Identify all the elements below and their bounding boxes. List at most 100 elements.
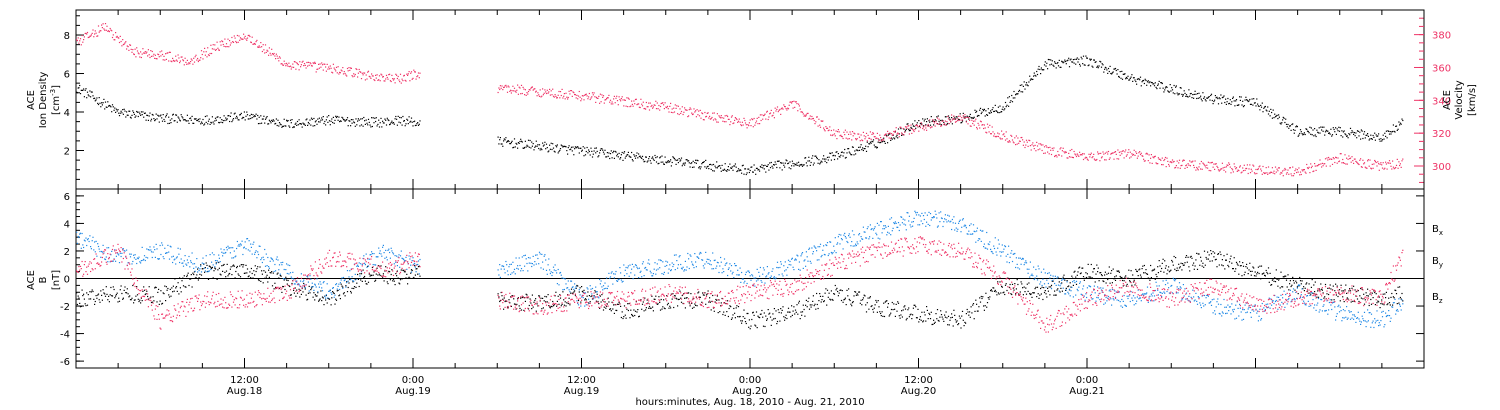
density-point [876,147,878,149]
bx-point [545,301,547,303]
velocity-point [1352,160,1354,162]
velocity-point [951,114,953,116]
bx-point [590,295,592,298]
density-point [1023,81,1025,83]
density-point [882,140,884,142]
bx-point [688,302,690,304]
velocity-point [1254,173,1256,175]
bx-point [963,325,965,327]
bx-point [829,298,831,300]
bx-point [542,307,544,309]
bx-point [945,311,947,313]
velocity-point [92,29,94,31]
bx-point [883,302,885,304]
bx-point [1110,272,1112,274]
density-point [764,164,766,166]
velocity-point [1363,162,1366,164]
velocity-point [241,38,243,40]
velocity-point [762,118,764,120]
velocity-point [618,96,620,98]
bx-point [667,302,669,304]
density-point [1398,121,1400,123]
density-point [691,166,694,168]
bx-point [536,303,538,305]
velocity-point [745,124,747,126]
density-point [124,110,126,112]
velocity-point [513,90,515,92]
bx-point [269,272,271,274]
density-point [1362,137,1364,140]
bx-point [289,285,291,288]
density-point [243,111,245,113]
bx-point [296,292,299,294]
bx-point [247,276,249,278]
bx-point [688,292,690,294]
velocity-point [980,121,982,123]
velocity-point [961,117,963,119]
bx-point [541,308,543,310]
bx-point [1241,275,1243,277]
velocity-point [655,108,658,110]
bx-point [750,325,752,327]
bx-point [164,285,166,287]
velocity-point [796,103,798,105]
density-point [823,155,825,157]
bx-point [748,319,750,321]
velocity-point [1267,173,1269,175]
velocity-point [1115,153,1117,155]
density-point [1319,132,1321,134]
velocity-point [584,94,586,96]
velocity-point [673,107,675,109]
bx-point [318,299,320,301]
velocity-point [1269,172,1271,174]
velocity-point [776,106,779,108]
velocity-point [272,54,274,56]
velocity-point [1149,162,1151,164]
density-point [148,115,150,117]
bx-point [562,291,564,293]
density-point [360,118,362,120]
density-point [228,115,230,117]
density-point [695,162,697,164]
bx-point [634,314,636,317]
density-point [511,140,513,142]
bx-point [1013,289,1015,291]
bx-point [95,295,97,297]
density-point [214,117,217,119]
velocity-point [376,74,378,76]
velocity-point [379,80,381,82]
density-point [100,106,102,108]
velocity-point [698,110,700,112]
velocity-point [1124,151,1126,153]
density-point [1006,104,1008,106]
velocity-point [380,73,382,75]
density-point [562,146,564,148]
bx-point [1189,270,1191,272]
bx-point [954,314,956,316]
b-tick-label: -6 [60,357,70,368]
density-point [1173,84,1175,87]
velocity-point [1062,147,1064,149]
velocity-point [236,42,238,44]
velocity-point [653,104,655,106]
velocity-point [627,106,629,108]
bx-point [713,310,715,312]
velocity-point [626,97,628,99]
bx-point [1028,282,1030,284]
velocity-point [311,65,313,67]
velocity-point [196,59,198,61]
bx-point [699,296,701,298]
bx-point [410,269,413,271]
velocity-point [810,118,812,120]
bx-point [1338,292,1340,294]
density-point [955,116,957,118]
bx-point [566,302,568,304]
velocity-point [1260,170,1263,172]
density-point [348,120,350,122]
velocity-point [1261,173,1263,175]
bx-point [942,318,944,320]
bx-point [922,321,924,323]
bx-point [950,317,952,319]
bx-point [868,308,870,310]
